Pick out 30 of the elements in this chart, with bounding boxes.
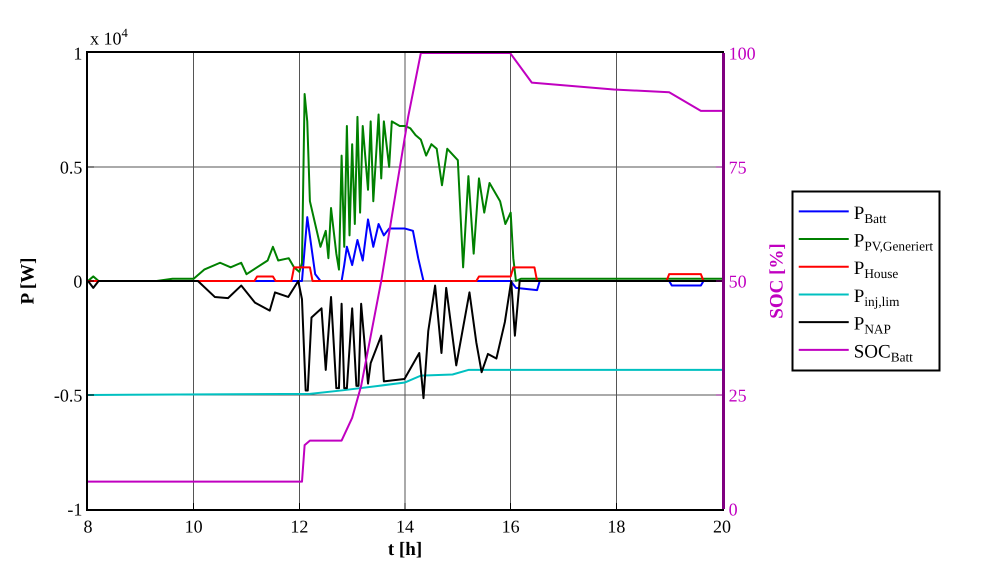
legend-label: P$_{House}$ <box>854 258 898 282</box>
x-tick-label: 18 <box>607 516 626 537</box>
y-tick-label: 0.5 <box>60 157 82 178</box>
y2-tick-label: 100 <box>728 43 756 64</box>
x-tick-label: 14 <box>396 516 414 537</box>
legend-label: P$_{inj,lim}$ <box>854 286 900 309</box>
x-tick-label: 8 <box>84 516 92 537</box>
text: x 10$^{4}$ <box>90 26 128 49</box>
legend-label: P$_{Batt}$ <box>854 202 887 226</box>
line-series <box>88 93 722 282</box>
x-tick-label: 12 <box>290 516 308 537</box>
legend-label: SOC$_{Batt}$ <box>854 341 914 364</box>
legend-label: P$_{PV,Generiert}$ <box>854 230 934 254</box>
x-tick-label: 20 <box>713 516 731 537</box>
legend-label: P$_{NAP}$ <box>854 314 891 337</box>
y-tick-label: 1 <box>73 43 82 64</box>
line-series <box>88 53 722 483</box>
y-tick-label: -0.5 <box>54 385 82 406</box>
x-tick-label: 10 <box>184 516 203 537</box>
y-tick-label: -1 <box>67 499 82 520</box>
y2-tick-label: 0 <box>728 499 738 520</box>
y2-tick-label: 25 <box>728 385 747 406</box>
y2-tick-label: 75 <box>728 157 747 178</box>
y2-tick-label: 50 <box>728 271 747 292</box>
x-axis-title: t [h] <box>388 538 422 560</box>
y-tick-label: 0 <box>73 271 82 292</box>
y2-axis-title: SOC [%] <box>766 243 788 319</box>
y-axis-title: P [W] <box>17 258 38 304</box>
line-series <box>88 368 722 396</box>
x-tick-label: 16 <box>502 516 520 537</box>
